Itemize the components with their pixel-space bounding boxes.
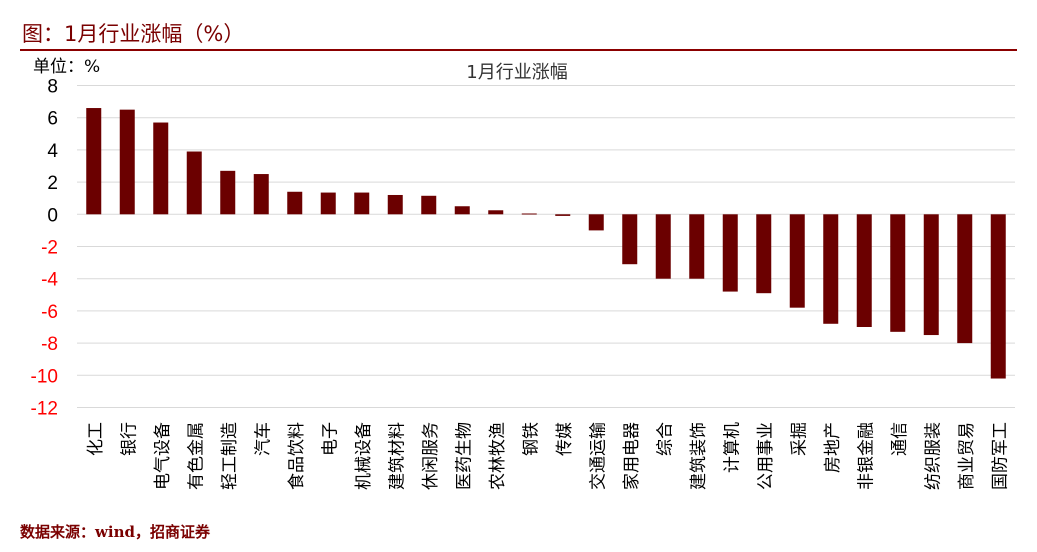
bar [153,122,169,215]
bar [119,109,135,215]
bar [555,214,571,216]
x-category-label: 国防军工 [990,422,1010,490]
bar [86,108,102,215]
y-tick-label: -8 [41,334,58,355]
bar [354,192,370,215]
bar [655,214,671,279]
bar [220,170,236,215]
x-category-label: 综合 [655,422,675,456]
x-category-label: 计算机 [722,422,742,473]
y-tick-label: 4 [47,141,58,162]
gridlines [77,85,1015,408]
bar [387,194,403,215]
y-axis-ticks: 8 6 4 2 0 -2 -4 -6 -8 -10 -12 [31,77,59,420]
y-tick-label: -4 [41,270,58,291]
source-note: 数据来源：wind，招商证券 [20,523,211,541]
x-category-label: 电气设备 [153,422,173,490]
x-category-label: 电子 [320,422,340,456]
y-tick-label: -10 [31,366,58,387]
bar [287,191,303,215]
y-tick-label: 8 [47,77,58,98]
x-category-label: 纺织服装 [923,422,943,490]
x-category-label: 公用事业 [756,422,776,490]
bar [588,214,604,231]
bar [756,214,772,294]
x-category-label: 农林牧渔 [488,422,508,490]
x-category-label: 商业贸易 [957,422,977,490]
bar [253,174,269,215]
bar [622,214,638,265]
chart-title: 1月行业涨幅 [466,62,567,83]
bar [722,214,738,292]
figure-title: 图：1月行业涨幅（%） [22,22,245,46]
bar [421,195,437,215]
x-category-label: 建筑装饰 [689,422,709,490]
bar [957,214,973,344]
bar [521,213,537,215]
bar [454,206,470,215]
x-category-label: 传媒 [555,422,575,456]
unit-label: 单位：% [33,57,101,77]
title-divider [20,49,1017,51]
x-category-label: 钢铁 [521,422,541,456]
x-category-label: 非银金融 [856,422,876,490]
x-category-label: 有色金属 [186,422,206,490]
bar [186,151,202,215]
y-tick-label: -12 [31,399,58,420]
bar [823,214,839,324]
y-tick-label: -2 [41,238,58,259]
bar [320,192,336,215]
x-axis-labels: 化工 银行 电气设备 有色金属 轻工制造 汽车 食品饮料 电子 机械设备 建筑材料 休闲服务 医药生物… [86,422,1011,490]
x-category-label: 食品饮料 [287,422,307,490]
x-category-label: 房地产 [823,422,843,473]
bar [856,214,872,327]
bar [789,214,805,308]
x-category-label: 采掘 [789,422,809,456]
x-category-label: 机械设备 [354,422,374,490]
y-tick-label: -6 [41,302,58,323]
y-tick-label: 6 [47,109,58,130]
bars [86,108,1006,379]
bar [890,214,906,332]
x-category-label: 医药生物 [454,422,474,490]
x-category-label: 休闲服务 [421,422,441,490]
bar [923,214,939,336]
x-category-label: 化工 [86,422,106,456]
bar [689,214,705,279]
bar [488,210,504,215]
x-category-label: 家用电器 [622,422,642,490]
x-category-label: 建筑材料 [387,422,407,490]
x-category-label: 通信 [890,422,910,456]
x-category-label: 交通运输 [588,422,608,490]
y-tick-label: 0 [47,205,58,226]
x-category-label: 轻工制造 [220,422,240,490]
x-category-label: 汽车 [253,422,273,456]
bar [990,214,1006,379]
y-tick-label: 2 [47,173,58,194]
x-category-label: 银行 [119,422,139,456]
